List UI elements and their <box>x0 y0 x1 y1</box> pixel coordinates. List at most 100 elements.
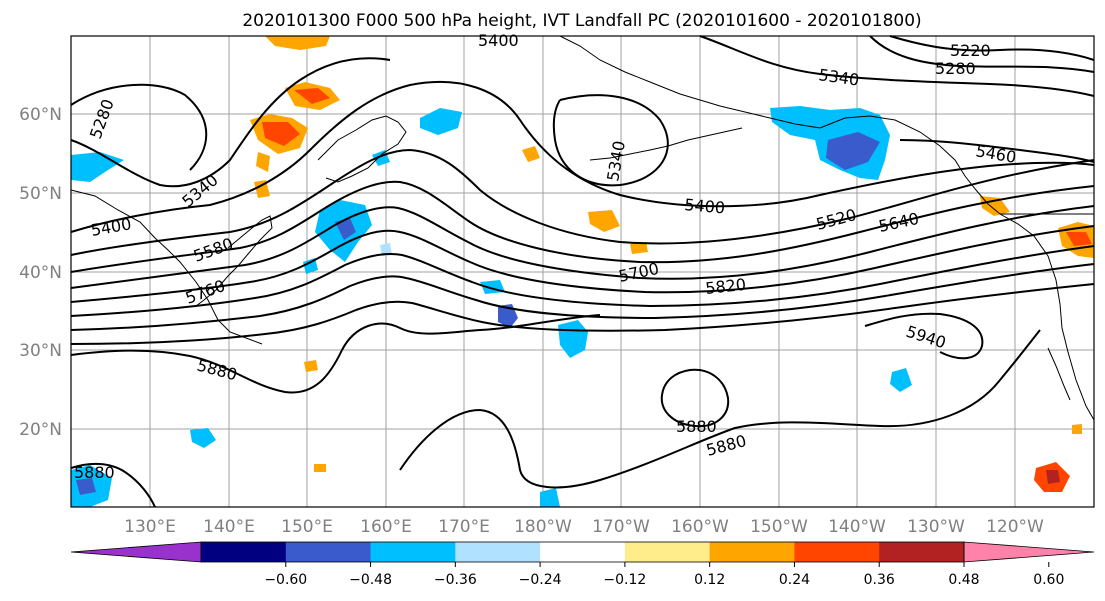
contour-label: 5880 <box>676 417 717 436</box>
ivt-positive-region <box>265 36 330 50</box>
contour-5880-loop <box>660 368 730 428</box>
ivt-negative-region <box>890 368 912 392</box>
contour-label: 5820 <box>704 275 746 298</box>
map-frame <box>70 35 1095 508</box>
contour-5280-asia <box>70 83 208 171</box>
contour-5520 <box>70 180 1095 273</box>
lon-label: 130°W <box>907 517 965 537</box>
ivt-positive-region <box>980 196 1010 216</box>
contour-5460 <box>70 148 1095 256</box>
contour-5460-gulf <box>899 139 1095 163</box>
colorbar-extend-high <box>963 541 1095 563</box>
contour-label: 5400 <box>478 31 519 50</box>
ivt-positive-region <box>304 360 318 372</box>
longitude-labels: 130°E 140°E 150°E 160°E 170°E 180°W 170°… <box>124 517 1044 537</box>
contour-5640 <box>70 225 1095 303</box>
lon-label: 160°E <box>360 517 412 537</box>
lat-label: 30°N <box>19 341 62 361</box>
contour-5340-east <box>699 35 1095 97</box>
contour-5760 <box>70 263 1095 331</box>
ivt-positive-region <box>254 180 270 198</box>
contour-5940 <box>864 312 984 360</box>
lon-label: 130°E <box>124 517 176 537</box>
ivt-negative-region <box>380 243 392 256</box>
contour-label: 5400 <box>684 195 726 217</box>
colorbar-tick-label: −0.24 <box>519 572 562 588</box>
colorbar-tick-label: −0.36 <box>434 572 477 588</box>
colorbar-segment <box>794 542 880 562</box>
lon-label: 150°W <box>750 517 808 537</box>
ivt-positive-region <box>630 242 648 254</box>
contour-5280-east <box>869 35 1095 73</box>
ivt-positive-region <box>262 122 300 146</box>
kamchatka-coastline <box>317 115 407 183</box>
contour-5580 <box>70 205 1095 289</box>
colorbar-segment <box>285 542 372 562</box>
lon-label: 170°W <box>592 517 650 537</box>
contour-5880-south <box>399 329 1041 489</box>
contour-label: 5880 <box>74 463 115 482</box>
lon-label: 170°E <box>438 517 490 537</box>
colorbar-segment <box>370 542 456 562</box>
ivt-positive-region <box>314 464 326 472</box>
colorbar-segment <box>624 542 711 562</box>
contour-label: 5220 <box>950 41 991 60</box>
colorbar-tick-label: 0.36 <box>864 572 895 588</box>
colorbar-tick-label: −0.12 <box>603 572 646 588</box>
ivt-negative-region <box>420 108 462 135</box>
lon-label: 160°W <box>671 517 729 537</box>
lon-label: 120°W <box>986 517 1044 537</box>
ivt-negative-region <box>498 304 518 328</box>
ivt-negative-region <box>303 258 318 274</box>
ivt-positive-region <box>588 210 620 232</box>
contour-5220 <box>889 35 1095 61</box>
contour-5880-west <box>70 314 601 394</box>
ivt-negative-region <box>540 488 560 507</box>
contour-5400-asia <box>70 81 1095 233</box>
ivt-positive-region <box>1072 424 1082 434</box>
contour-5340-asia <box>70 57 391 188</box>
colorbar-tick-label: −0.60 <box>264 572 307 588</box>
asia-coastline <box>70 189 263 345</box>
lat-label: 40°N <box>19 263 62 283</box>
latitude-labels: 60°N 50°N 40°N 30°N 20°N <box>19 105 62 440</box>
colorbar-extend-low <box>70 541 202 563</box>
colorbar-tick-label: 0.60 <box>1033 572 1064 588</box>
ivt-negative-region <box>190 428 216 448</box>
contour-5700 <box>70 245 1095 317</box>
colorbar-tick-label: 0.24 <box>779 572 810 588</box>
colorbar-tick-label: 0.12 <box>694 572 725 588</box>
lat-label: 50°N <box>19 184 62 204</box>
contour-5880-corner <box>70 462 156 508</box>
colorbar-segment <box>455 542 541 562</box>
colorbar-frame <box>200 541 965 563</box>
lon-label: 140°W <box>828 517 886 537</box>
japan-coastline <box>195 215 273 307</box>
contour-label: 5280 <box>935 59 976 78</box>
figure-title: 2020101300 F000 500 hPa height, IVT Land… <box>242 11 921 31</box>
contour-5820 <box>70 283 1095 345</box>
ivt-positive-region <box>1046 470 1060 484</box>
colorbar-tick-label: −0.48 <box>349 572 392 588</box>
ivt-negative-region <box>826 132 880 170</box>
contour-5340-low <box>552 94 669 187</box>
ivt-positive-region <box>1066 232 1092 246</box>
ivt-negative-region <box>335 218 356 240</box>
colorbar-segment <box>540 542 626 562</box>
baja-coastline <box>1047 347 1071 401</box>
colorbar-segment <box>709 542 795 562</box>
alaska-coastline <box>559 35 1095 421</box>
colorbar-tick-label: 0.48 <box>948 572 979 588</box>
ivt-negative-region <box>76 478 96 495</box>
lat-label: 60°N <box>19 105 62 125</box>
colorbar-segment <box>201 542 287 562</box>
ivt-positive-region <box>294 88 330 104</box>
height-contours <box>70 35 1095 508</box>
ivt-positive-region <box>256 152 270 172</box>
lon-label: 180°W <box>514 517 572 537</box>
map-panel: 5280 5340 5400 5580 5760 5880 5400 5340 … <box>70 31 1095 508</box>
lon-label: 150°E <box>281 517 333 537</box>
lat-label: 20°N <box>19 420 62 440</box>
colorbar-segment <box>879 542 965 562</box>
